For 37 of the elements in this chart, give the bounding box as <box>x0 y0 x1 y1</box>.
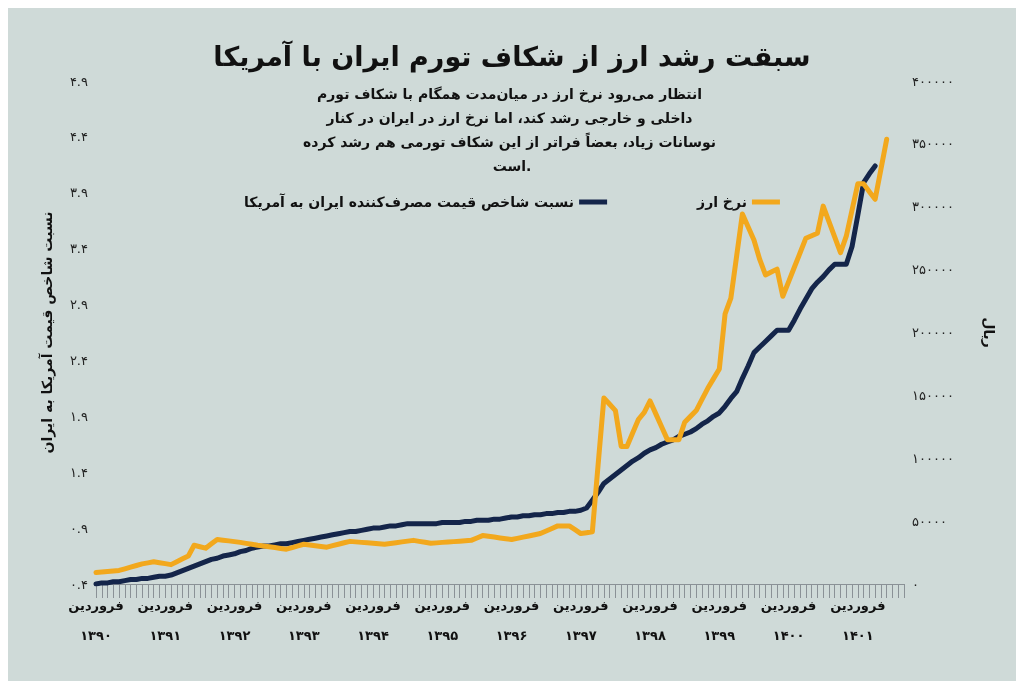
y-tick-label: ۱.۹ <box>69 408 89 424</box>
y-tick-label: ۴.۴ <box>69 129 89 145</box>
y2-tick-label: ۱۰۰۰۰۰ <box>912 450 954 466</box>
x-tick-label: فروردین ۱۴۰۱ <box>830 597 886 643</box>
y-tick-label: ۰.۹ <box>69 520 89 536</box>
y2-tick-label: ۴۰۰۰۰۰ <box>912 73 954 89</box>
x-tick-label: فروردین ۱۳۹۶ <box>483 597 540 643</box>
y2-tick-label: ۳۵۰۰۰۰ <box>912 136 954 152</box>
legend-label: نسبت شاخص قیمت مصرف‌کننده ایران به آمریکا <box>244 193 575 211</box>
x-tick-label: فروردین ۱۳۹۴ <box>345 597 401 643</box>
x-tick-label: فروردین ۱۳۹۹ <box>691 597 748 643</box>
y2-tick-label: ۳۰۰۰۰۰ <box>912 199 954 215</box>
y-axis-title: نسبت شاخص قیمت آمریکا به ایران <box>38 211 56 454</box>
x-tick-label: فروردین ۱۳۹۳ <box>276 597 332 643</box>
x-tick-label: فروردین ۱۳۹۷ <box>553 597 609 643</box>
legend-label: نرخ ارز <box>696 194 747 211</box>
y-tick-label: ۳.۴ <box>69 241 89 257</box>
x-tick-label: فروردین ۱۴۰۰ <box>760 597 817 643</box>
y2-tick-label: ۲۵۰۰۰۰ <box>912 262 954 278</box>
y-tick-label: ۴.۹ <box>69 73 89 89</box>
y2-tick-label: ۵۰۰۰۰ <box>912 513 947 529</box>
y-tick-label: ۲.۴ <box>69 352 89 368</box>
chart-title: سبقت رشد ارز از شکاف تورم ایران با آمریکا <box>213 40 811 73</box>
y2-tick-label: ۲۰۰۰۰۰ <box>912 325 954 340</box>
y2-tick-label: ۰ <box>912 576 919 592</box>
y-tick-label: ۰.۴ <box>69 576 89 592</box>
y-tick-label: ۱.۴ <box>69 464 89 480</box>
y-tick-label: ۳.۹ <box>69 185 89 201</box>
x-tick-label: فروردین ۱۳۹۰ <box>68 597 124 643</box>
y-tick-label: ۲.۹ <box>69 297 89 313</box>
y2-axis-title: ریال <box>981 317 997 348</box>
x-tick-label: فروردین ۱۳۹۱ <box>137 597 193 643</box>
text: انتظار می‌رود نرخ ارز در میان‌مدت همگام با شکاف تورم داخلی و خارجی رشد کند، اما نرخ ارز در ایران در کنار نوسانات زیاد، بعضاً فراتر از این شکاف تورمی هم رشد کرده است. <box>303 86 721 174</box>
x-tick-label: فروردین ۱۳۹۸ <box>622 597 678 643</box>
x-tick-label: فروردین ۱۳۹۵ <box>414 597 470 643</box>
x-tick-label: فروردین ۱۳۹۲ <box>206 597 263 643</box>
y2-tick-label: ۱۵۰۰۰۰ <box>912 387 954 403</box>
